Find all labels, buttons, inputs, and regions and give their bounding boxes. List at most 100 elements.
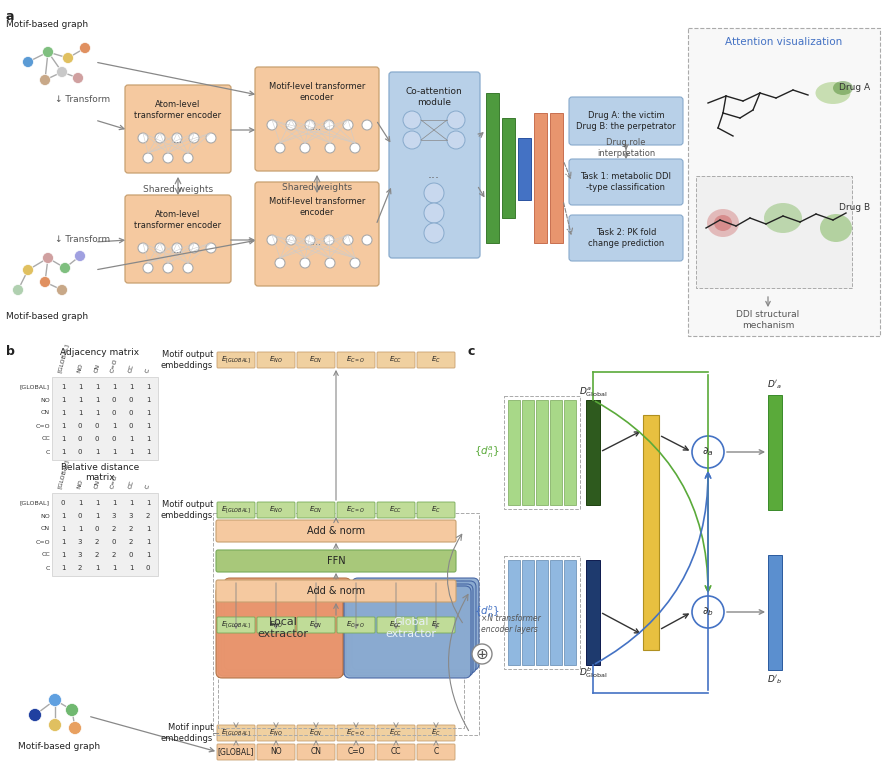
- Circle shape: [49, 719, 61, 732]
- Text: 1: 1: [95, 513, 99, 519]
- Text: 1: 1: [61, 436, 66, 442]
- Bar: [768, 395, 782, 510]
- Text: Motif-level transformer
encoder: Motif-level transformer encoder: [268, 82, 365, 102]
- FancyBboxPatch shape: [217, 502, 255, 518]
- Text: 0: 0: [78, 423, 82, 429]
- Text: $E_C$: $E_C$: [431, 620, 441, 630]
- Text: Global
extractor: Global extractor: [385, 617, 437, 639]
- Text: ↓ Transform: ↓ Transform: [55, 235, 110, 244]
- Text: 1: 1: [78, 397, 82, 403]
- Text: $D^a_{\rm Global}$: $D^a_{\rm Global}$: [579, 385, 607, 399]
- Circle shape: [350, 258, 360, 268]
- Text: $D'_b$: $D'_b$: [767, 674, 782, 686]
- Circle shape: [59, 262, 71, 273]
- Text: 0: 0: [112, 410, 116, 416]
- Circle shape: [300, 143, 310, 153]
- Text: 1: 1: [95, 565, 99, 571]
- FancyBboxPatch shape: [377, 352, 415, 368]
- Text: 1: 1: [146, 436, 151, 442]
- Bar: [213, 513, 479, 735]
- Text: C=O: C=O: [110, 473, 119, 489]
- Text: 1: 1: [61, 410, 66, 416]
- FancyBboxPatch shape: [217, 352, 255, 368]
- Text: Drug A: the victim
Drug B: the perpetrator: Drug A: the victim Drug B: the perpetrat…: [576, 111, 676, 130]
- Text: 1: 1: [112, 500, 116, 506]
- Text: NO: NO: [76, 362, 83, 373]
- Circle shape: [267, 120, 277, 130]
- FancyBboxPatch shape: [337, 725, 375, 741]
- Circle shape: [172, 243, 182, 253]
- FancyBboxPatch shape: [216, 550, 456, 572]
- Circle shape: [424, 223, 444, 243]
- Circle shape: [343, 120, 353, 130]
- Text: $E_{CC}$: $E_{CC}$: [389, 355, 402, 365]
- Text: 0: 0: [95, 436, 99, 442]
- Text: 3: 3: [112, 513, 116, 519]
- Text: $E_{CC}$: $E_{CC}$: [389, 728, 402, 738]
- Bar: [550, 113, 563, 243]
- FancyBboxPatch shape: [377, 502, 415, 518]
- Bar: [508, 560, 520, 665]
- FancyBboxPatch shape: [337, 617, 375, 633]
- Bar: [536, 560, 548, 665]
- Text: $\partial_a$: $\partial_a$: [703, 445, 714, 459]
- Ellipse shape: [820, 214, 852, 242]
- Circle shape: [22, 57, 34, 68]
- Bar: [768, 555, 782, 670]
- Circle shape: [74, 251, 86, 262]
- Text: $E_{NO}$: $E_{NO}$: [269, 505, 283, 515]
- Text: CC: CC: [42, 553, 50, 557]
- FancyBboxPatch shape: [297, 617, 335, 633]
- Text: C: C: [45, 566, 50, 570]
- Circle shape: [206, 243, 216, 253]
- Text: $E_{CC}$: $E_{CC}$: [389, 620, 402, 630]
- Text: Relative distance
matrix: Relative distance matrix: [61, 463, 139, 483]
- Text: C: C: [45, 449, 50, 455]
- Text: $E_C$: $E_C$: [431, 505, 441, 515]
- FancyBboxPatch shape: [337, 502, 375, 518]
- Text: NO: NO: [76, 478, 83, 489]
- Text: 1: 1: [78, 500, 82, 506]
- Text: Drug B: Drug B: [839, 203, 870, 213]
- FancyBboxPatch shape: [257, 725, 295, 741]
- Text: 2: 2: [146, 513, 151, 519]
- Text: 0: 0: [61, 500, 66, 506]
- Circle shape: [300, 258, 310, 268]
- FancyBboxPatch shape: [255, 67, 379, 171]
- Text: C: C: [145, 368, 151, 373]
- Text: CC: CC: [128, 480, 135, 489]
- Text: 1: 1: [95, 410, 99, 416]
- Text: ...: ...: [313, 237, 322, 247]
- Text: 0: 0: [128, 397, 133, 403]
- Circle shape: [189, 133, 199, 143]
- Text: 2: 2: [128, 539, 133, 545]
- Text: FFN: FFN: [327, 556, 346, 566]
- Text: $E_C$: $E_C$: [431, 355, 441, 365]
- Circle shape: [80, 43, 90, 54]
- Circle shape: [68, 722, 82, 735]
- Bar: [218, 580, 464, 728]
- Text: c: c: [468, 345, 476, 358]
- Text: 2: 2: [112, 526, 116, 532]
- Text: 0: 0: [78, 449, 82, 455]
- Circle shape: [305, 235, 315, 245]
- Text: Motif output
embeddings: Motif output embeddings: [160, 501, 213, 520]
- Circle shape: [43, 47, 53, 57]
- Text: NO: NO: [40, 397, 50, 403]
- FancyBboxPatch shape: [125, 85, 231, 173]
- Text: $E_C$: $E_C$: [431, 728, 441, 738]
- FancyBboxPatch shape: [417, 617, 455, 633]
- Text: 2: 2: [78, 565, 82, 571]
- Text: 1: 1: [61, 526, 66, 532]
- Text: 1: 1: [128, 384, 133, 390]
- Text: 1: 1: [146, 423, 151, 429]
- Circle shape: [57, 285, 67, 296]
- Text: Attention visualization: Attention visualization: [726, 37, 843, 47]
- Bar: [564, 400, 576, 505]
- Circle shape: [275, 143, 285, 153]
- Text: 1: 1: [95, 397, 99, 403]
- FancyBboxPatch shape: [569, 159, 683, 205]
- Text: 2: 2: [95, 539, 99, 545]
- Text: CC: CC: [128, 363, 135, 373]
- Text: Local
extractor: Local extractor: [258, 617, 308, 639]
